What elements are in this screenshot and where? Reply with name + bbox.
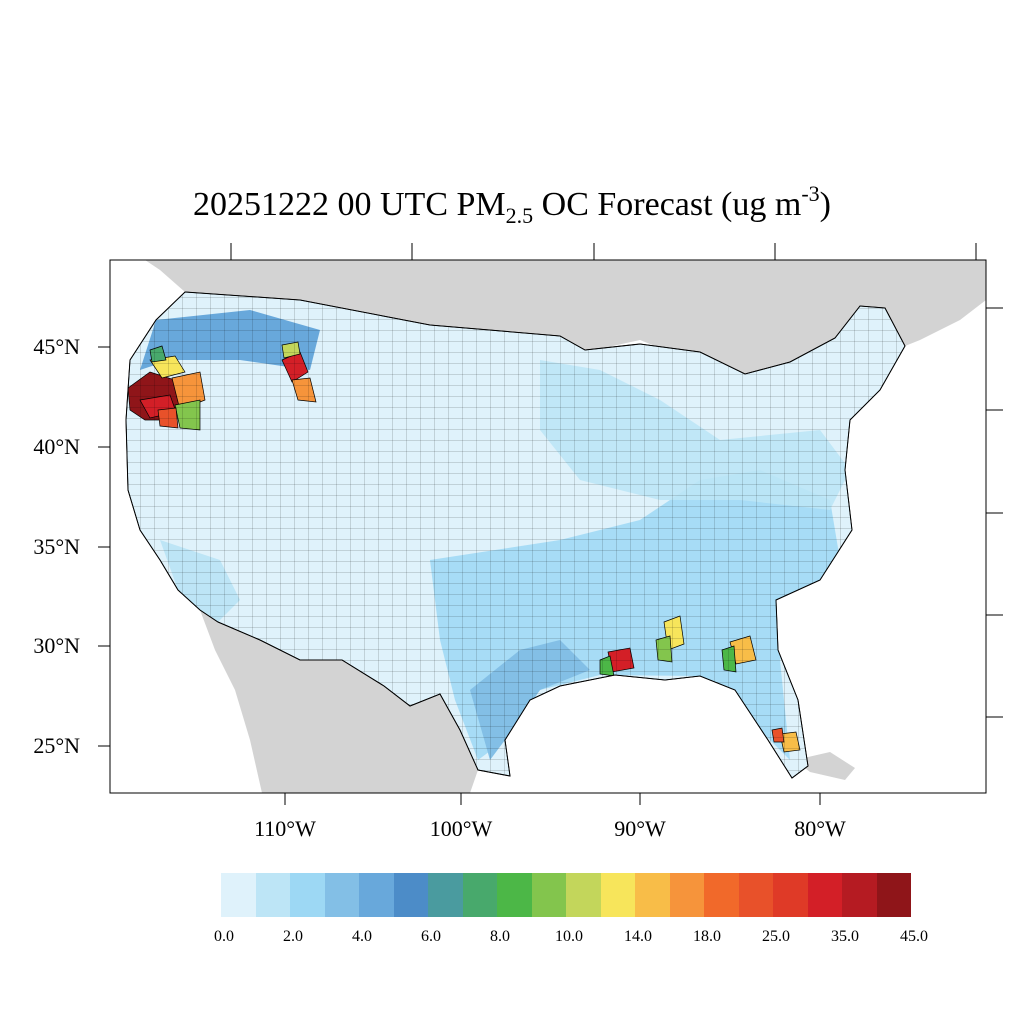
colorbar-swatch — [462, 873, 497, 917]
colorbar-label: 10.0 — [555, 928, 583, 945]
colorbar-swatch — [842, 873, 877, 917]
colorbar-label: 45.0 — [900, 928, 928, 945]
colorbar-label: 6.0 — [421, 928, 441, 945]
us-outline — [125, 291, 906, 779]
colorbar-swatch — [290, 873, 325, 917]
lon-label-90: 90°W — [614, 816, 666, 841]
lon-label-110: 110°W — [254, 816, 316, 841]
colorbar-label: 8.0 — [490, 928, 510, 945]
colorbar — [220, 872, 912, 918]
colorbar-swatch — [635, 873, 670, 917]
lat-label-25: 25°N — [33, 733, 80, 758]
colorbar-swatch — [704, 873, 739, 917]
map-frame — [109, 259, 987, 794]
axis-ticks — [98, 243, 1003, 805]
colorbar-swatch — [428, 873, 463, 917]
map-title: 20251222 00 UTC PM2.5 OC Forecast (ug m-… — [193, 181, 831, 228]
colorbar-swatch — [566, 873, 601, 917]
lon-label-100: 100°W — [429, 816, 493, 841]
colorbar-swatch — [324, 873, 359, 917]
lat-label-45: 45°N — [33, 334, 80, 359]
colorbar-swatch — [531, 873, 566, 917]
colorbar-swatch — [359, 873, 394, 917]
colorbar-label: 14.0 — [624, 928, 652, 945]
cuba-land — [795, 752, 855, 780]
colorbar-label: 2.0 — [283, 928, 303, 945]
colorbar-swatch — [221, 873, 256, 917]
lat-label-35: 35°N — [33, 534, 80, 559]
colorbar-label: 4.0 — [352, 928, 372, 945]
colorbar-swatch — [773, 873, 808, 917]
colorbar-swatch — [876, 873, 911, 917]
colorbar-label: 18.0 — [693, 928, 721, 945]
colorbar-swatch — [255, 873, 290, 917]
colorbar-swatch — [669, 873, 704, 917]
colorbar-swatch — [393, 873, 428, 917]
colorbar-label: 35.0 — [831, 928, 859, 945]
canada-land — [145, 260, 986, 380]
lon-label-80: 80°W — [794, 816, 846, 841]
mexico-land — [200, 610, 478, 793]
lat-label-30: 30°N — [33, 633, 80, 658]
colorbar-swatch — [807, 873, 842, 917]
colorbar-label: 0.0 — [214, 928, 234, 945]
colorbar-swatch — [738, 873, 773, 917]
colorbar-label: 25.0 — [762, 928, 790, 945]
colorbar-swatch — [600, 873, 635, 917]
lat-label-40: 40°N — [33, 434, 80, 459]
colorbar-swatch — [497, 873, 532, 917]
